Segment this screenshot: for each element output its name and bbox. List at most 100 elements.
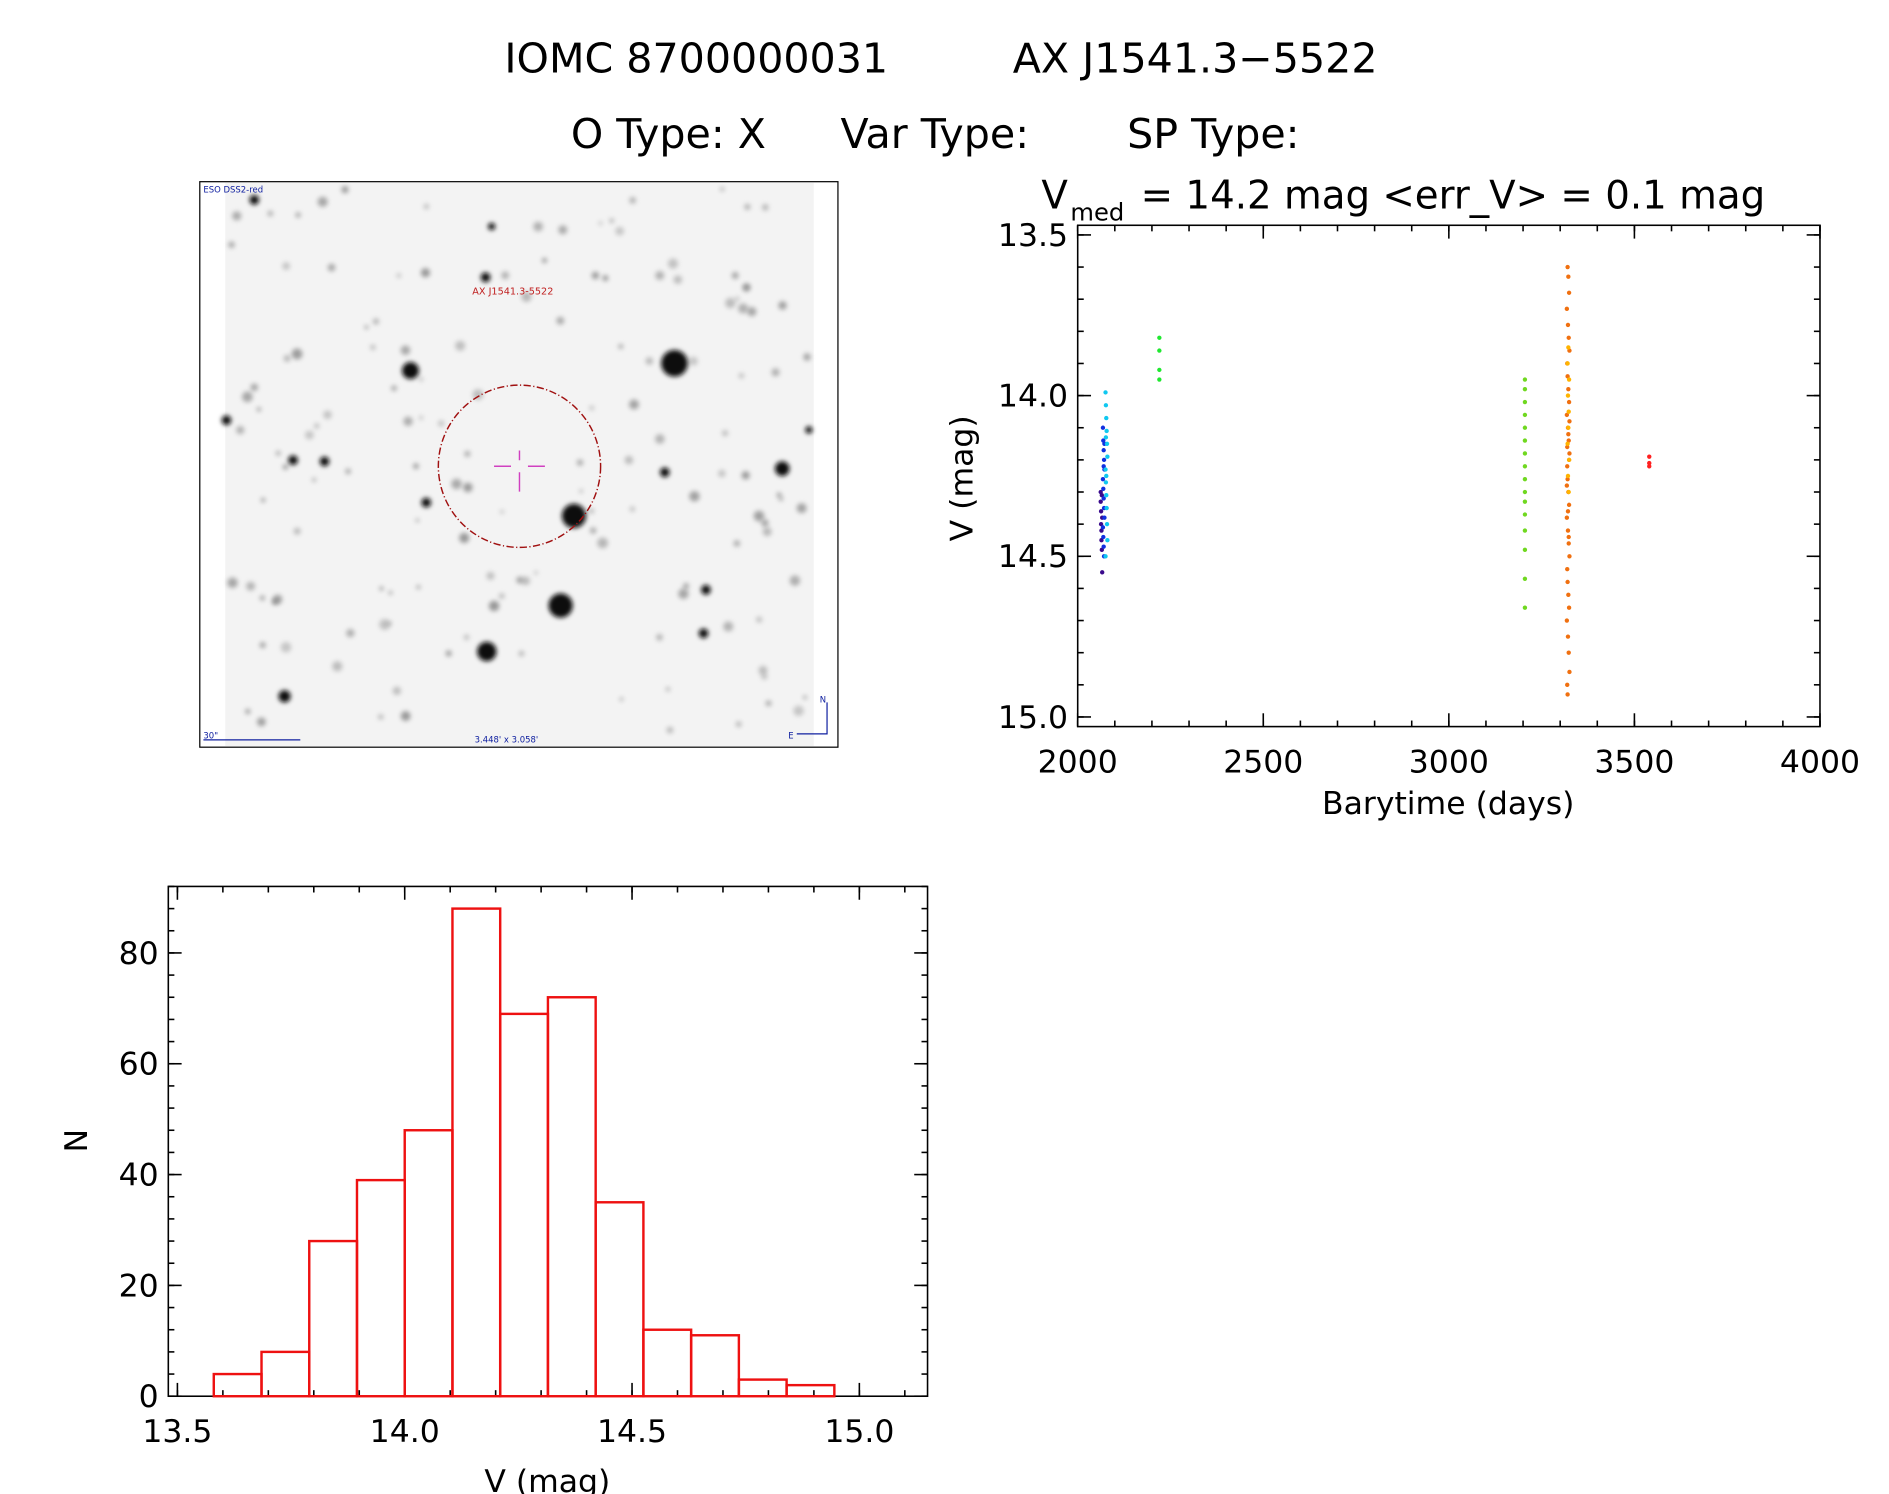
plot-frame: [1076, 224, 1821, 728]
data-point: [1157, 367, 1162, 373]
star: [370, 344, 376, 351]
data-point: [1522, 377, 1528, 382]
data-point: [1566, 409, 1571, 414]
data-point: [1100, 425, 1106, 430]
star: [498, 593, 505, 599]
star: [403, 416, 413, 427]
data-point: [1522, 438, 1528, 443]
data-point: [1157, 335, 1162, 340]
star: [323, 410, 332, 420]
data-point: [1098, 521, 1104, 527]
star: [718, 469, 726, 478]
star: [420, 268, 431, 278]
star: [445, 650, 452, 657]
star: [415, 518, 420, 523]
error-circle: [437, 384, 602, 549]
star: [561, 503, 587, 529]
data-point: [1101, 534, 1106, 540]
star: [332, 661, 343, 672]
data-point: [1565, 361, 1570, 366]
x-axis-label: V (mag): [484, 1464, 610, 1494]
star: [589, 527, 597, 534]
star: [242, 391, 253, 403]
star: [655, 434, 665, 444]
data-point: [1522, 399, 1528, 405]
data-point: [1647, 460, 1652, 466]
data-point: [1157, 348, 1162, 353]
star: [518, 650, 525, 657]
finder-sky: [225, 182, 814, 746]
data-point: [1566, 650, 1571, 655]
star: [721, 430, 729, 437]
star: [688, 356, 698, 366]
data-point: [1565, 322, 1571, 328]
data-point: [1564, 412, 1570, 418]
y-tick-label: 14.0: [998, 379, 1068, 415]
data-point: [1565, 509, 1571, 514]
star: [418, 415, 424, 420]
star: [250, 383, 259, 392]
data-point: [1565, 393, 1571, 398]
var-type: Var Type:: [841, 110, 1030, 158]
star: [516, 576, 524, 584]
star: [249, 195, 260, 205]
star: [556, 316, 565, 325]
star: [744, 203, 751, 210]
star: [762, 527, 772, 537]
data-point: [1104, 473, 1109, 479]
y-tick-label: 0: [139, 1379, 159, 1415]
x-tick-label: 2500: [1223, 745, 1303, 781]
star: [372, 318, 380, 325]
data-point: [1103, 554, 1108, 559]
data-point: [1101, 486, 1106, 491]
object-name: IOMC 8700000031: [504, 35, 888, 83]
star: [689, 491, 700, 502]
data-point: [1101, 464, 1106, 469]
x-tick-label: 14.5: [597, 1414, 667, 1450]
star: [500, 509, 504, 514]
data-point: [1100, 476, 1106, 482]
star: [667, 258, 679, 269]
data-point: [1522, 489, 1528, 495]
star: [655, 271, 665, 280]
data-point: [1565, 264, 1570, 270]
title-rest: = 14.2 mag <err_V> = 0.1 mag: [1141, 173, 1766, 218]
star: [576, 459, 584, 466]
y-axis-label: V (mag): [944, 415, 980, 541]
star: [280, 641, 292, 653]
x-tick-label: 14.0: [370, 1414, 440, 1450]
data-point: [1566, 345, 1571, 350]
star: [656, 634, 663, 641]
data-point: [1566, 386, 1571, 392]
sp-type: SP Type:: [1127, 110, 1299, 158]
data-point: [1099, 547, 1105, 553]
data-point: [1565, 634, 1571, 639]
star: [803, 353, 811, 361]
star: [762, 204, 769, 211]
data-point: [1102, 515, 1107, 520]
histogram-bar: [451, 907, 502, 1398]
star: [259, 642, 266, 649]
star: [256, 717, 266, 727]
star: [228, 241, 235, 248]
y-tick-label: 20: [119, 1268, 159, 1304]
star: [501, 271, 510, 280]
star: [673, 275, 683, 284]
data-point: [1101, 496, 1106, 501]
star: [803, 695, 807, 700]
stars: [221, 185, 813, 734]
star: [378, 714, 384, 720]
star: [619, 697, 624, 702]
data-point: [1564, 483, 1570, 488]
star: [598, 221, 603, 226]
star: [304, 430, 314, 440]
data-point: [1101, 448, 1106, 453]
east-label: E: [788, 731, 793, 741]
star: [774, 461, 790, 476]
y-tick-label: 13.5: [998, 218, 1068, 254]
star: [346, 629, 355, 638]
data-point: [1565, 528, 1571, 533]
data-point: [1522, 386, 1528, 392]
star: [221, 415, 232, 426]
data-point: [1157, 377, 1162, 382]
